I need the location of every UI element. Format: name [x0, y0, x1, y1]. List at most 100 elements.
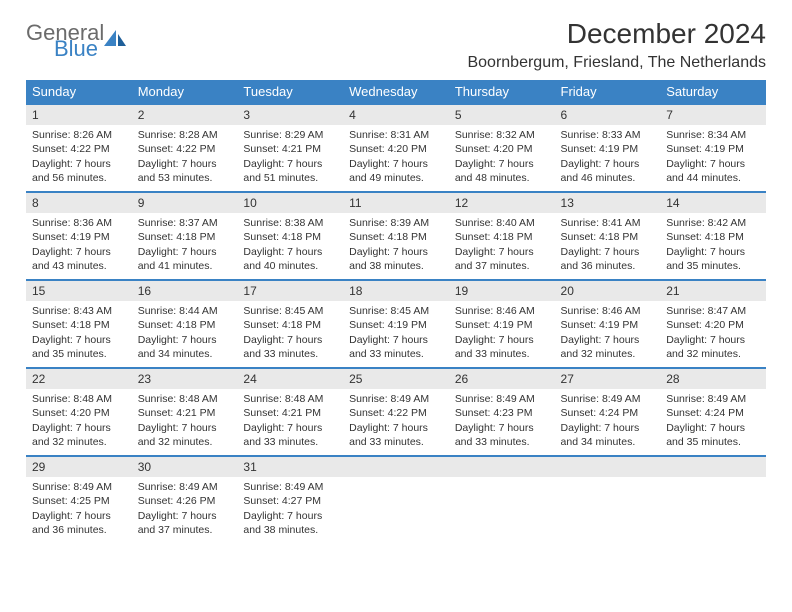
calendar-day-cell: 10Sunrise: 8:38 AMSunset: 4:18 PMDayligh… — [237, 192, 343, 280]
calendar-head: SundayMondayTuesdayWednesdayThursdayFrid… — [26, 80, 766, 104]
sunrise-line: Sunrise: 8:47 AM — [666, 304, 760, 318]
sunrise-line: Sunrise: 8:41 AM — [561, 216, 655, 230]
calendar-day-cell: 17Sunrise: 8:45 AMSunset: 4:18 PMDayligh… — [237, 280, 343, 368]
day-body: Sunrise: 8:48 AMSunset: 4:21 PMDaylight:… — [237, 389, 343, 453]
sunset-line: Sunset: 4:18 PM — [349, 230, 443, 244]
sunset-line: Sunset: 4:23 PM — [455, 406, 549, 420]
sunset-line: Sunset: 4:19 PM — [561, 142, 655, 156]
calendar-day-cell: 7 Sunrise: 8:34 AMSunset: 4:19 PMDaylight… — [660, 104, 766, 192]
sunrise-line: Sunrise: 8:34 AM — [666, 128, 760, 142]
calendar-day-cell: 15Sunrise: 8:43 AMSunset: 4:18 PMDayligh… — [26, 280, 132, 368]
sunrise-line: Sunrise: 8:26 AM — [32, 128, 126, 142]
day-body: Sunrise: 8:28 AMSunset: 4:22 PMDaylight:… — [132, 125, 238, 189]
day-number: 8 — [26, 193, 132, 213]
daylight-line: Daylight: 7 hours and 37 minutes. — [455, 245, 549, 273]
daylight-line: Daylight: 7 hours and 33 minutes. — [455, 333, 549, 361]
sunrise-line: Sunrise: 8:36 AM — [32, 216, 126, 230]
sunset-line: Sunset: 4:27 PM — [243, 494, 337, 508]
day-body: Sunrise: 8:41 AMSunset: 4:18 PMDaylight:… — [555, 213, 661, 277]
day-body: Sunrise: 8:43 AMSunset: 4:18 PMDaylight:… — [26, 301, 132, 365]
sunset-line: Sunset: 4:21 PM — [243, 406, 337, 420]
calendar-day-cell: 31Sunrise: 8:49 AMSunset: 4:27 PMDayligh… — [237, 456, 343, 544]
calendar-day-cell: 20Sunrise: 8:46 AMSunset: 4:19 PMDayligh… — [555, 280, 661, 368]
calendar-week-row: 8Sunrise: 8:36 AMSunset: 4:19 PMDaylight… — [26, 192, 766, 280]
day-body: Sunrise: 8:37 AMSunset: 4:18 PMDaylight:… — [132, 213, 238, 277]
day-number: 30 — [132, 457, 238, 477]
calendar-day-cell: 27Sunrise: 8:49 AMSunset: 4:24 PMDayligh… — [555, 368, 661, 456]
calendar-day-cell: 4Sunrise: 8:31 AMSunset: 4:20 PMDaylight… — [343, 104, 449, 192]
sunrise-line: Sunrise: 8:49 AM — [138, 480, 232, 494]
day-body: Sunrise: 8:46 AMSunset: 4:19 PMDaylight:… — [449, 301, 555, 365]
daylight-line: Daylight: 7 hours and 48 minutes. — [455, 157, 549, 185]
daylight-line: Daylight: 7 hours and 53 minutes. — [138, 157, 232, 185]
day-body: Sunrise: 8:47 AMSunset: 4:20 PMDaylight:… — [660, 301, 766, 365]
day-number: 6 — [555, 105, 661, 125]
sunset-line: Sunset: 4:18 PM — [138, 230, 232, 244]
calendar-day-cell: 18Sunrise: 8:45 AMSunset: 4:19 PMDayligh… — [343, 280, 449, 368]
calendar-day-cell: 11Sunrise: 8:39 AMSunset: 4:18 PMDayligh… — [343, 192, 449, 280]
sunset-line: Sunset: 4:19 PM — [32, 230, 126, 244]
logo-sail-icon — [102, 28, 128, 50]
sunrise-line: Sunrise: 8:45 AM — [243, 304, 337, 318]
sunrise-line: Sunrise: 8:44 AM — [138, 304, 232, 318]
sunset-line: Sunset: 4:26 PM — [138, 494, 232, 508]
calendar-day-cell: 13Sunrise: 8:41 AMSunset: 4:18 PMDayligh… — [555, 192, 661, 280]
day-number: 17 — [237, 281, 343, 301]
daylight-line: Daylight: 7 hours and 33 minutes. — [455, 421, 549, 449]
sunset-line: Sunset: 4:21 PM — [138, 406, 232, 420]
daylight-line: Daylight: 7 hours and 43 minutes. — [32, 245, 126, 273]
daylight-line: Daylight: 7 hours and 34 minutes. — [561, 421, 655, 449]
calendar-day-cell — [555, 456, 661, 544]
daylight-line: Daylight: 7 hours and 38 minutes. — [243, 509, 337, 537]
calendar-day-cell: 2Sunrise: 8:28 AMSunset: 4:22 PMDaylight… — [132, 104, 238, 192]
day-number: 7 — [660, 105, 766, 125]
day-number: 23 — [132, 369, 238, 389]
sunrise-line: Sunrise: 8:48 AM — [32, 392, 126, 406]
month-title: December 2024 — [467, 18, 766, 50]
daylight-line: Daylight: 7 hours and 36 minutes. — [32, 509, 126, 537]
day-body: Sunrise: 8:26 AMSunset: 4:22 PMDaylight:… — [26, 125, 132, 189]
day-body: Sunrise: 8:42 AMSunset: 4:18 PMDaylight:… — [660, 213, 766, 277]
calendar-day-cell: 19Sunrise: 8:46 AMSunset: 4:19 PMDayligh… — [449, 280, 555, 368]
sunrise-line: Sunrise: 8:49 AM — [349, 392, 443, 406]
calendar-day-cell: 24Sunrise: 8:48 AMSunset: 4:21 PMDayligh… — [237, 368, 343, 456]
day-number: 10 — [237, 193, 343, 213]
header: General Blue December 2024 Boornbergum, … — [26, 18, 766, 72]
day-body: Sunrise: 8:48 AMSunset: 4:20 PMDaylight:… — [26, 389, 132, 453]
calendar-day-cell: 16Sunrise: 8:44 AMSunset: 4:18 PMDayligh… — [132, 280, 238, 368]
day-body: Sunrise: 8:39 AMSunset: 4:18 PMDaylight:… — [343, 213, 449, 277]
sunset-line: Sunset: 4:18 PM — [243, 230, 337, 244]
calendar-day-cell — [343, 456, 449, 544]
daylight-line: Daylight: 7 hours and 32 minutes. — [138, 421, 232, 449]
sunset-line: Sunset: 4:18 PM — [666, 230, 760, 244]
sunrise-line: Sunrise: 8:31 AM — [349, 128, 443, 142]
day-body: Sunrise: 8:45 AMSunset: 4:19 PMDaylight:… — [343, 301, 449, 365]
day-number: 1 — [26, 105, 132, 125]
sunset-line: Sunset: 4:19 PM — [666, 142, 760, 156]
day-number: 12 — [449, 193, 555, 213]
daylight-line: Daylight: 7 hours and 46 minutes. — [561, 157, 655, 185]
calendar-day-cell: 5Sunrise: 8:32 AMSunset: 4:20 PMDaylight… — [449, 104, 555, 192]
daylight-line: Daylight: 7 hours and 33 minutes. — [349, 421, 443, 449]
calendar-day-cell: 14Sunrise: 8:42 AMSunset: 4:18 PMDayligh… — [660, 192, 766, 280]
sunrise-line: Sunrise: 8:28 AM — [138, 128, 232, 142]
day-body: Sunrise: 8:33 AMSunset: 4:19 PMDaylight:… — [555, 125, 661, 189]
day-body: Sunrise: 8:31 AMSunset: 4:20 PMDaylight:… — [343, 125, 449, 189]
calendar-day-cell: 29Sunrise: 8:49 AMSunset: 4:25 PMDayligh… — [26, 456, 132, 544]
calendar-day-cell: 6Sunrise: 8:33 AMSunset: 4:19 PMDaylight… — [555, 104, 661, 192]
sunset-line: Sunset: 4:24 PM — [666, 406, 760, 420]
day-body: Sunrise: 8:49 AMSunset: 4:26 PMDaylight:… — [132, 477, 238, 541]
sunrise-line: Sunrise: 8:49 AM — [32, 480, 126, 494]
sunrise-line: Sunrise: 8:48 AM — [243, 392, 337, 406]
weekday-header: Tuesday — [237, 80, 343, 104]
weekday-header: Thursday — [449, 80, 555, 104]
sunset-line: Sunset: 4:25 PM — [32, 494, 126, 508]
daylight-line: Daylight: 7 hours and 44 minutes. — [666, 157, 760, 185]
calendar-day-cell: 25Sunrise: 8:49 AMSunset: 4:22 PMDayligh… — [343, 368, 449, 456]
calendar-day-cell: 1Sunrise: 8:26 AMSunset: 4:22 PMDaylight… — [26, 104, 132, 192]
sunrise-line: Sunrise: 8:37 AM — [138, 216, 232, 230]
day-body: Sunrise: 8:36 AMSunset: 4:19 PMDaylight:… — [26, 213, 132, 277]
day-body: Sunrise: 8:49 AMSunset: 4:24 PMDaylight:… — [555, 389, 661, 453]
day-number: 19 — [449, 281, 555, 301]
day-body: Sunrise: 8:49 AMSunset: 4:25 PMDaylight:… — [26, 477, 132, 541]
